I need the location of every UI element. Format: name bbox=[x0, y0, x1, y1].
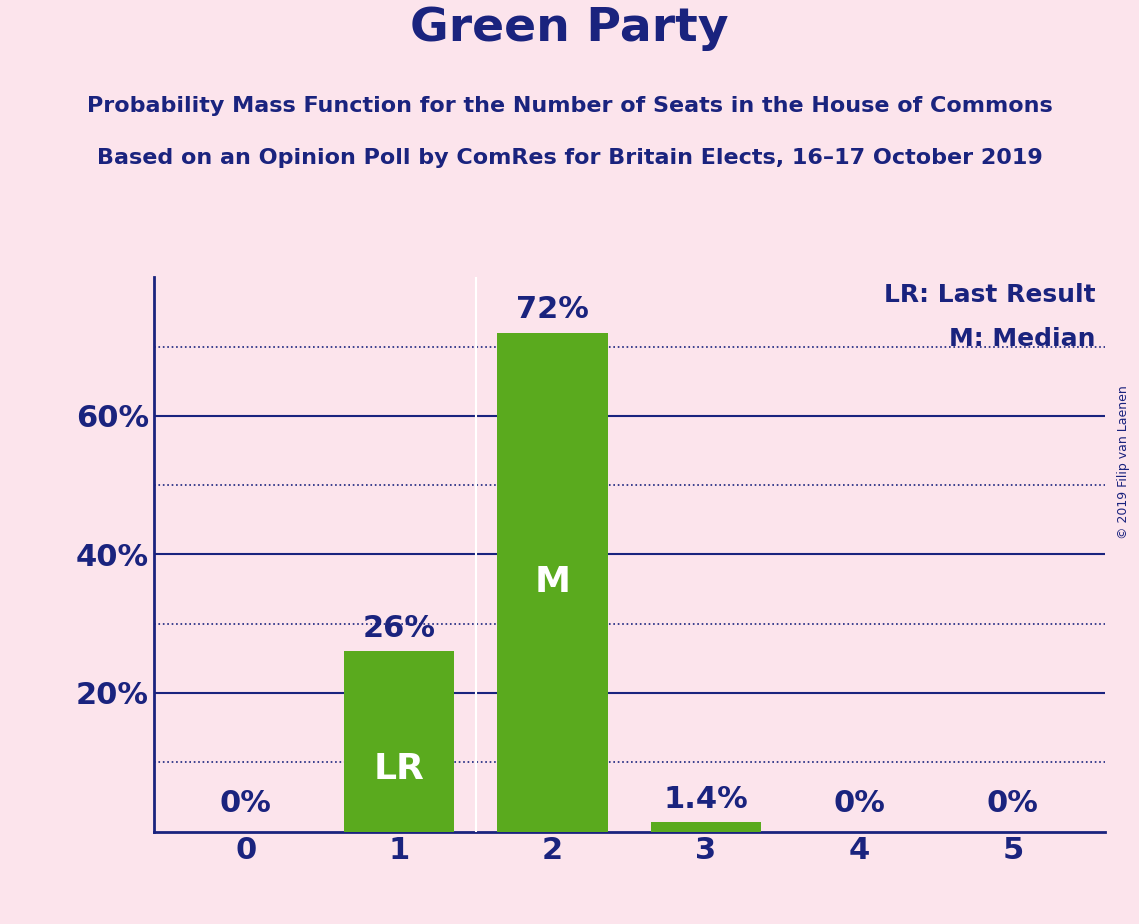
Text: LR: LR bbox=[374, 751, 425, 785]
Text: Based on an Opinion Poll by ComRes for Britain Elects, 16–17 October 2019: Based on an Opinion Poll by ComRes for B… bbox=[97, 148, 1042, 168]
Text: M: M bbox=[534, 565, 571, 599]
Text: 0%: 0% bbox=[834, 789, 885, 819]
Bar bbox=[650, 822, 761, 832]
Text: 0%: 0% bbox=[986, 789, 1039, 819]
Text: LR: Last Result: LR: Last Result bbox=[884, 283, 1096, 307]
Text: 26%: 26% bbox=[362, 614, 436, 643]
Bar bbox=[344, 651, 454, 832]
Text: 1.4%: 1.4% bbox=[664, 784, 748, 813]
Bar bbox=[498, 333, 608, 832]
Text: 0%: 0% bbox=[220, 789, 272, 819]
Text: M: Median: M: Median bbox=[949, 327, 1096, 351]
Text: © 2019 Filip van Laenen: © 2019 Filip van Laenen bbox=[1117, 385, 1130, 539]
Text: 72%: 72% bbox=[516, 296, 589, 324]
Text: Green Party: Green Party bbox=[410, 6, 729, 51]
Text: Probability Mass Function for the Number of Seats in the House of Commons: Probability Mass Function for the Number… bbox=[87, 95, 1052, 116]
